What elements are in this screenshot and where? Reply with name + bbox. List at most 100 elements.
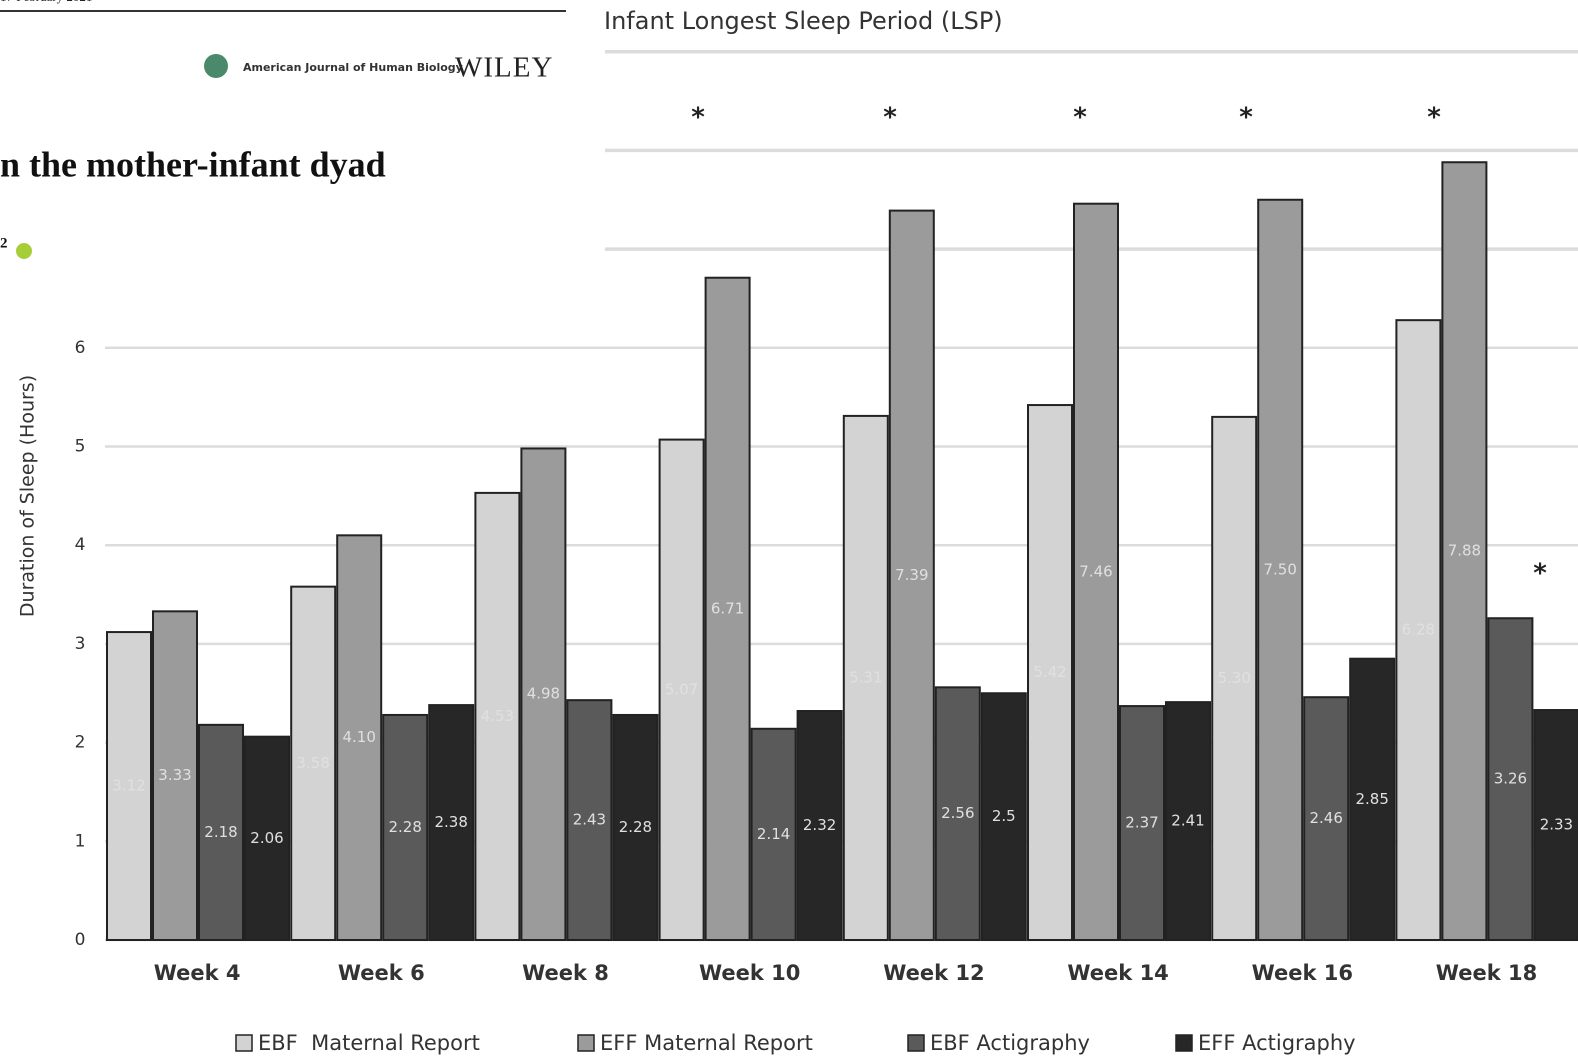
data-label: 2.41 <box>1171 812 1204 830</box>
annotation: * <box>883 103 897 133</box>
bar <box>474 491 521 941</box>
data-label: 2.33 <box>1540 816 1573 834</box>
bar <box>888 209 935 941</box>
y-tick-label: 5 <box>75 437 86 457</box>
bar <box>1303 696 1350 941</box>
legend-swatch <box>577 1034 595 1052</box>
bar <box>1119 705 1165 941</box>
data-label: 3.58 <box>296 754 329 772</box>
bar <box>612 713 659 941</box>
bar <box>842 414 889 941</box>
article-title: n the mother-infant dyad <box>0 144 386 184</box>
x-tick-label: Week 14 <box>1067 961 1168 985</box>
data-label: 5.42 <box>1033 663 1066 681</box>
data-label: 2.43 <box>573 811 606 829</box>
data-label: 2.14 <box>757 825 790 843</box>
bar <box>750 727 797 941</box>
publisher: WILEY <box>455 52 553 84</box>
x-tick-label: Week 8 <box>522 961 609 985</box>
y-tick-label: 0 <box>75 930 86 950</box>
annotation: * <box>1533 559 1547 589</box>
legend-swatch <box>1175 1034 1193 1052</box>
x-tick-label: Week 4 <box>154 961 241 985</box>
bar <box>1073 202 1119 941</box>
y-axis-label: Duration of Sleep (Hours) <box>17 375 39 617</box>
y-tick-label: 1 <box>75 831 86 851</box>
legend-swatch <box>907 1034 925 1052</box>
legend-swatch <box>235 1034 253 1052</box>
data-label: 3.33 <box>158 766 191 784</box>
data-label: 2.18 <box>204 823 237 841</box>
bar <box>1533 709 1578 941</box>
data-label: 5.30 <box>1217 669 1250 687</box>
y-tick-label: 4 <box>75 535 86 555</box>
data-label: 7.39 <box>895 566 928 584</box>
data-label: 6.28 <box>1402 621 1435 639</box>
chart-title: Infant Longest Sleep Period (LSP) <box>604 7 1003 35</box>
data-label: 5.31 <box>849 668 882 686</box>
bar <box>796 710 843 941</box>
data-label: 2.37 <box>1125 814 1158 832</box>
data-label: 7.46 <box>1079 562 1112 580</box>
x-tick-label: Week 18 <box>1436 961 1537 985</box>
orcid-icon <box>16 243 32 259</box>
journal-logo <box>204 54 228 78</box>
bar <box>198 723 244 941</box>
author-mark: 2 <box>0 235 8 251</box>
data-label: 4.10 <box>342 728 375 746</box>
y-tick-label: 2 <box>75 733 86 753</box>
bar <box>382 713 429 941</box>
bar <box>934 686 981 941</box>
data-label: 2.38 <box>434 813 467 831</box>
data-label: 2.56 <box>941 804 974 822</box>
bar <box>566 699 613 941</box>
data-label: 2.32 <box>803 816 836 834</box>
legend-label: EBF Maternal Report <box>258 1031 480 1055</box>
annotation: * <box>1073 103 1087 133</box>
data-label: 4.98 <box>527 685 560 703</box>
y-tick-label: 6 <box>75 338 86 358</box>
data-label: 6.71 <box>711 599 744 617</box>
data-label: 2.5 <box>992 807 1016 825</box>
bar <box>520 447 567 941</box>
data-label: 3.12 <box>112 777 145 795</box>
x-tick-label: Week 10 <box>699 961 800 985</box>
bar <box>1211 415 1258 941</box>
bar <box>1027 404 1073 941</box>
legend-label: EFF Actigraphy <box>1198 1031 1356 1055</box>
bar <box>336 534 383 942</box>
data-label: 2.46 <box>1309 809 1342 827</box>
x-tick-label: Week 16 <box>1252 961 1353 985</box>
bar <box>1165 701 1211 941</box>
data-label: 2.06 <box>250 829 283 847</box>
y-tick-label: 3 <box>75 634 86 654</box>
header-date: 17 February 2021 <box>0 0 92 4</box>
bar <box>290 585 337 941</box>
data-label: 2.85 <box>1355 790 1388 808</box>
data-label: 5.07 <box>665 680 698 698</box>
bar <box>1349 657 1396 942</box>
bar <box>1257 198 1304 941</box>
bar <box>1395 319 1442 941</box>
bar <box>1487 617 1534 941</box>
annotation: * <box>1427 103 1441 133</box>
bar <box>658 438 705 941</box>
annotation: * <box>1239 103 1253 133</box>
x-tick-label: Week 6 <box>338 961 425 985</box>
bar <box>152 610 198 941</box>
bar <box>244 735 290 941</box>
x-tick-label: Week 12 <box>883 961 984 985</box>
header-panel <box>0 0 603 258</box>
annotation: * <box>691 103 705 133</box>
bar <box>980 692 1027 941</box>
data-label: 2.28 <box>388 818 421 836</box>
data-label: 4.53 <box>481 707 514 725</box>
bar <box>106 631 152 942</box>
legend-label: EFF Maternal Report <box>600 1031 813 1055</box>
bar <box>1441 161 1488 941</box>
bar <box>704 276 751 941</box>
data-label: 2.28 <box>619 818 652 836</box>
data-label: 7.88 <box>1448 542 1481 560</box>
